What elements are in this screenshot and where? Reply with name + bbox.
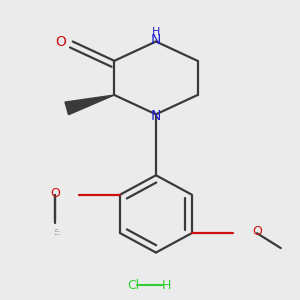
- Text: N: N: [151, 33, 161, 47]
- Text: methoxy: methoxy: [55, 233, 61, 235]
- Text: H: H: [152, 27, 160, 37]
- Text: N: N: [151, 109, 161, 123]
- Text: OMe: OMe: [55, 229, 59, 230]
- Text: methoxy: methoxy: [55, 230, 61, 232]
- Polygon shape: [65, 95, 114, 115]
- Text: O: O: [252, 225, 262, 238]
- Text: O: O: [56, 34, 66, 49]
- Text: O: O: [50, 187, 60, 200]
- Text: H: H: [162, 279, 171, 292]
- Text: Cl: Cl: [128, 279, 140, 292]
